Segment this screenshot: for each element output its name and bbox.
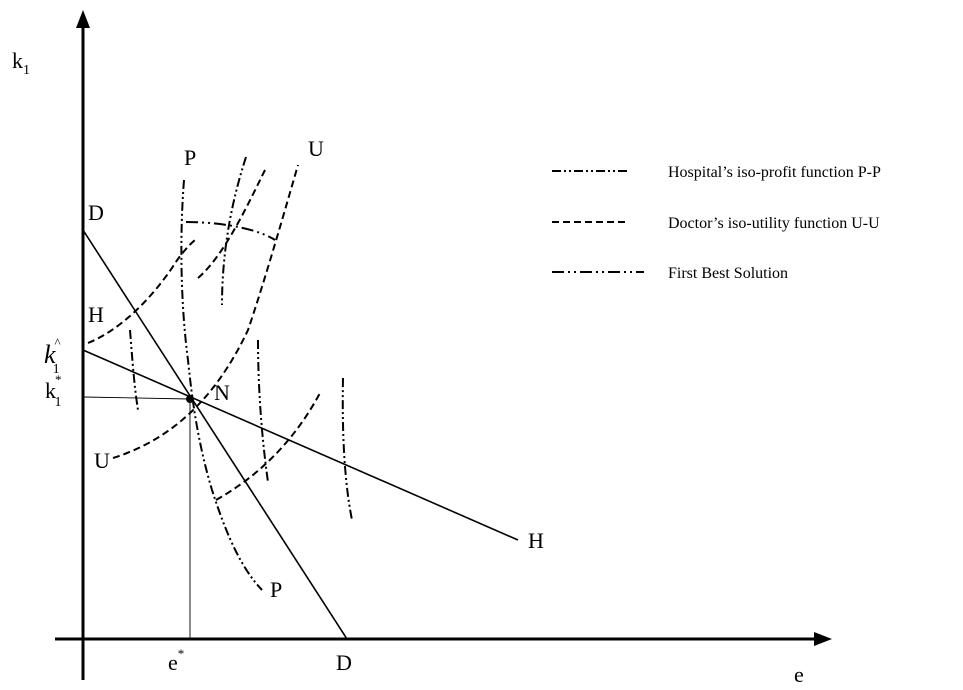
iso-profit-curve-middle [257,339,269,483]
label-P-bottom: P [270,577,282,602]
label-H-top: H [88,302,104,327]
iso-utility-curve-upper-left [87,239,196,344]
legend-label-first-best: First Best Solution [668,265,788,282]
x-axis-arrowhead [814,632,832,646]
x-axis-label: e [794,662,804,687]
tick-k1-hat: k^ 1 [44,335,61,377]
line-DD [82,229,348,640]
iso-profit-curve-right [341,377,353,521]
iso-profit-curve-left [129,329,139,411]
iso-profit-curve-main [180,179,263,591]
legend-label-iso-utility: Doctor’s iso-utility function U-U [668,215,880,232]
label-N: N [214,380,230,405]
legend: Hospital’s iso-profit function P-P Docto… [552,164,881,282]
label-H-right: H [528,528,544,553]
first-best-solution-arc [185,221,276,241]
iso-utility-curve-upper [197,169,266,279]
label-P-top: P [184,145,196,170]
label-D-top: D [88,200,104,225]
iso-utility-curve-lower-right [215,392,321,501]
legend-label-iso-profit: Hospital’s iso-profit function P-P [668,164,881,181]
y-axis-arrowhead [76,10,90,28]
label-U-top: U [308,136,324,161]
y-axis-label: k1 [12,48,30,78]
iso-profit-curve-upper [221,156,247,306]
label-D-bottom: D [336,650,352,675]
tick-e-star: e* [168,646,184,675]
line-HH [82,349,519,541]
axes [55,10,832,680]
label-U-left: U [94,448,110,473]
point-N [186,395,194,403]
iso-utility-curve-main [112,164,299,459]
tick-k1-star: k* 1 [45,372,62,410]
